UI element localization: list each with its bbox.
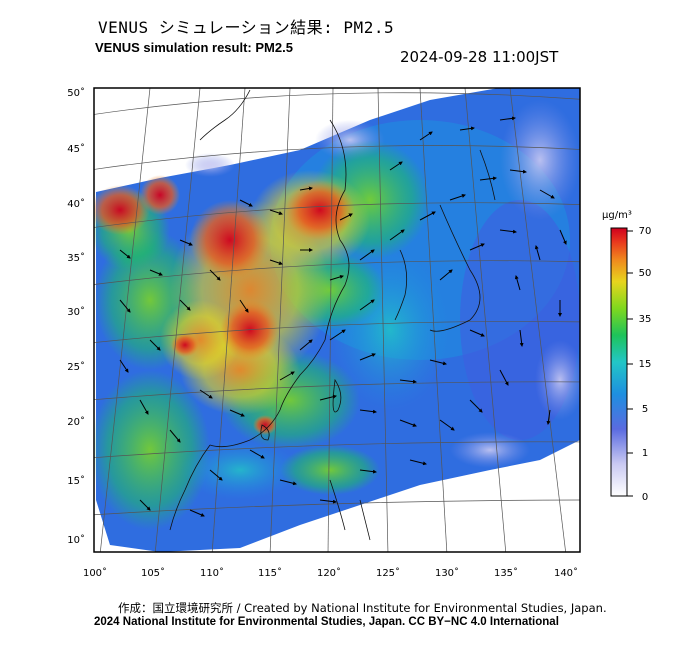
coastlines [169, 89, 496, 541]
lat-label: 25˚ [67, 361, 85, 373]
lat-label: 35˚ [67, 252, 85, 264]
colorbar-tick-label: 1 [642, 448, 648, 459]
colorbar-tick-label: 70 [639, 226, 652, 237]
latitude-labels: 50˚ 45˚ 40˚ 35˚ 30˚ 25˚ 20˚ 15˚ 10˚ [67, 87, 85, 546]
map-area [94, 88, 580, 552]
map-frame [93, 87, 581, 553]
title-english: VENUS simulation result: PM2.5 [95, 40, 293, 55]
lat-label: 45˚ [67, 143, 85, 155]
colorbar-tickmarks [627, 230, 633, 497]
lon-label: 125˚ [376, 567, 400, 579]
colorbar-tick-label: 15 [639, 359, 652, 370]
wind-vectors [119, 116, 567, 517]
colorbar-tick-label: 50 [639, 268, 652, 279]
credit-line-2: 2024 National Institute for Environmenta… [94, 616, 559, 628]
longitude-labels: 100˚ 105˚ 110˚ 115˚ 120˚ 125˚ 130˚ 135˚ … [83, 567, 578, 579]
lon-label: 135˚ [494, 567, 518, 579]
colorbar-unit: μg/m³ [602, 210, 632, 221]
colorbar [610, 227, 628, 497]
lon-label: 115˚ [258, 567, 282, 579]
colorbar-ticks: 70 50 35 15 5 1 0 [639, 226, 652, 503]
lon-label: 105˚ [141, 567, 165, 579]
lat-label: 40˚ [67, 198, 85, 210]
lon-label: 100˚ [83, 567, 107, 579]
lat-label: 10˚ [67, 534, 85, 546]
lat-label: 30˚ [67, 306, 85, 318]
lon-label: 140˚ [554, 567, 578, 579]
title-japanese: VENUS シミュレーション結果: PM2.5 [98, 18, 395, 37]
colorbar-tick-label: 35 [639, 314, 652, 325]
lat-label: 15˚ [67, 475, 85, 487]
lon-label: 120˚ [317, 567, 341, 579]
lat-label: 20˚ [67, 416, 85, 428]
credit-line-1: 作成：国立環境研究所 / Created by National Institu… [118, 601, 607, 615]
colorbar-tick-label: 0 [642, 492, 648, 503]
lat-label: 50˚ [67, 87, 85, 99]
graticule [94, 88, 580, 552]
colorbar-tick-label: 5 [642, 404, 648, 415]
lon-label: 110˚ [200, 567, 224, 579]
forecast-timestamp: 2024-09-28 11:00JST [400, 48, 559, 66]
lon-label: 130˚ [435, 567, 459, 579]
